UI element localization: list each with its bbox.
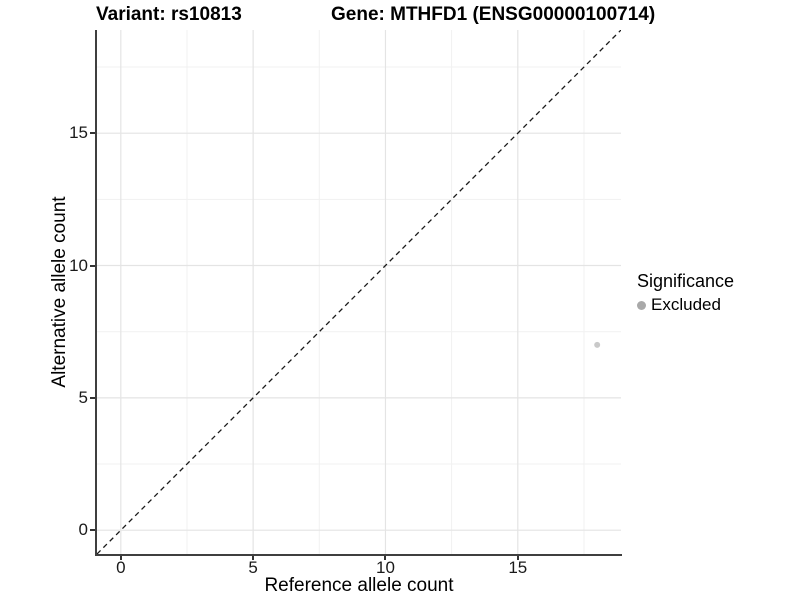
- x-tick-label: 10: [375, 558, 395, 577]
- identity-reference-line: [97, 30, 621, 554]
- y-tick-mark: [90, 529, 95, 532]
- y-tick-mark: [90, 264, 95, 267]
- x-tick-mark: [516, 556, 519, 560]
- x-tick-mark: [252, 556, 255, 560]
- y-tick-label: 0: [78, 520, 88, 540]
- y-axis-title: Alternative allele count: [49, 196, 70, 388]
- legend-item-excluded: Excluded: [637, 295, 734, 315]
- x-tick-label: 5: [248, 558, 258, 577]
- plot-canvas: [97, 30, 621, 554]
- plot-title-gene: Gene: MTHFD1 (ENSG00000100714): [331, 4, 656, 25]
- x-tick-mark: [119, 556, 122, 560]
- y-axis-line: [95, 30, 97, 556]
- x-axis-line: [95, 554, 622, 556]
- plot-panel: [97, 30, 621, 554]
- legend: Significance Excluded: [637, 271, 734, 315]
- x-axis-title: Reference allele count: [264, 575, 454, 596]
- plot-title-variant: Variant: rs10813: [96, 4, 242, 25]
- x-tick-label: 15: [508, 558, 528, 577]
- y-tick-label: 15: [69, 123, 88, 143]
- y-tick-mark: [90, 132, 95, 135]
- y-tick-mark: [90, 396, 95, 399]
- legend-point-icon: [637, 300, 646, 310]
- y-tick-label: 5: [78, 387, 88, 407]
- y-tick-label: 10: [69, 255, 88, 275]
- x-tick-label: 0: [116, 558, 126, 577]
- legend-title: Significance: [637, 271, 735, 291]
- data-point: [594, 341, 601, 348]
- x-tick-mark: [384, 556, 387, 560]
- legend-item-label: Excluded: [651, 295, 721, 314]
